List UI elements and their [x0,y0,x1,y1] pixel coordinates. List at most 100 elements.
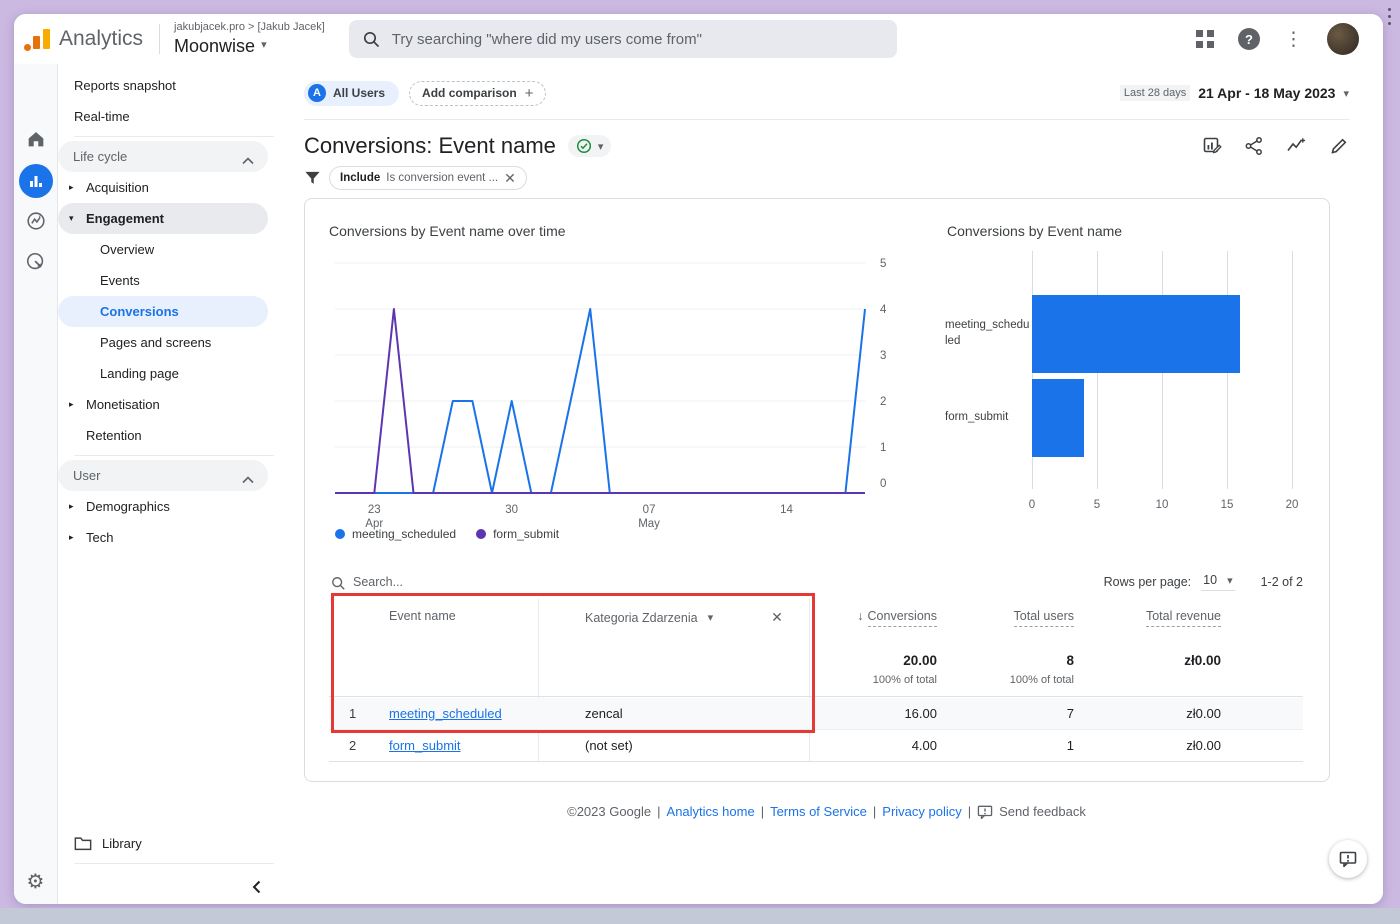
link-terms-of-service[interactable]: Terms of Service [770,804,867,819]
filter-funnel-icon [304,170,321,186]
bar-gridline [1292,251,1293,489]
event-name-link[interactable]: meeting_scheduled [389,706,502,721]
sidebar-item-tech[interactable]: ▸Tech [58,522,268,553]
svg-text:0: 0 [880,478,886,490]
remove-column-icon[interactable]: ✕ [771,609,783,626]
total-users-value: 7 [1067,706,1074,721]
line-chart-legend: meeting_scheduledform_submit [335,527,559,541]
edit-pencil-icon[interactable] [1329,136,1349,156]
check-circle-icon [576,138,592,154]
segment-chip-all-users[interactable]: A All Users [304,81,399,106]
search-input[interactable] [392,31,852,48]
expand-arrow-icon: ▸ [69,501,74,512]
insights-icon[interactable] [1286,136,1307,156]
sidebar-item-conversions-selected[interactable]: Conversions [58,296,268,327]
search-icon [363,31,380,48]
sidebar-item-real-time[interactable]: Real-time [58,101,268,132]
sidebar-item-reports-snapshot[interactable]: Reports snapshot [58,70,268,101]
column-header-category[interactable]: Kategoria Zdarzenia ▾ ✕ [585,609,783,626]
svg-text:23: 23 [368,504,381,516]
sidebar-item-engagement[interactable]: ▾Engagement [58,203,268,234]
svg-text:30: 30 [505,504,518,516]
chevron-down-icon: ▾ [1343,87,1349,100]
chevron-left-icon [251,880,262,894]
link-analytics-home[interactable]: Analytics home [667,804,755,819]
send-feedback-label[interactable]: Send feedback [999,804,1086,819]
sidebar-section-life-cycle[interactable]: Life cycle [58,141,268,172]
table-search-input[interactable] [353,575,583,589]
reports-icon-active[interactable] [19,164,53,198]
column-header-total-revenue[interactable]: Total revenue [1146,609,1221,623]
link-privacy-policy[interactable]: Privacy policy [882,804,961,819]
copyright: ©2023 Google [567,804,651,819]
sidebar-item-library[interactable]: Library [58,828,268,859]
sidebar-item-landing-page[interactable]: Landing page [58,358,268,389]
svg-text:14: 14 [780,504,793,516]
table-row[interactable]: 1 meeting_scheduled zencal 16.00 7 zł0.0… [329,698,1303,730]
sidebar-section-user[interactable]: User [58,460,268,491]
bar-axis-tick: 0 [1018,499,1046,511]
top-app-bar: Analytics jakubjacek.pro > [Jakub Jacek]… [14,14,1383,64]
conversions-bar-chart[interactable]: 05101520meeting_scheduledform_submit [945,251,1325,521]
rows-per-page-select[interactable]: 10 ▾ [1201,573,1234,591]
user-avatar[interactable] [1327,23,1359,55]
chevron-up-icon [242,153,254,168]
totals-users-pct: 100% of total [1010,674,1074,686]
explore-icon[interactable] [25,210,47,237]
bar-meeting_scheduled[interactable] [1032,295,1240,373]
page-footer: ©2023 Google | Analytics home | Terms of… [304,804,1349,819]
help-icon[interactable]: ? [1238,28,1260,50]
collapse-sidebar-button[interactable] [58,868,294,904]
plus-icon: + [525,85,534,102]
topbar-divider [159,24,160,54]
svg-text:May: May [638,518,660,530]
sidebar-item-acquisition[interactable]: ▸Acquisition [58,172,268,203]
google-apps-grid-icon[interactable] [1196,30,1214,48]
date-range-picker[interactable]: Last 28 days 21 Apr - 18 May 2023 ▾ [1120,85,1349,101]
header-divider [304,119,1349,120]
report-verified-badge[interactable]: ▾ [568,135,612,157]
totals-conversions-pct: 100% of total [873,674,937,686]
sidebar-item-monetisation[interactable]: ▸Monetisation [58,389,268,420]
home-icon[interactable] [25,128,47,155]
legend-dot-icon [335,529,345,539]
page-title: Conversions: Event name [304,133,556,159]
share-icon[interactable] [1244,136,1264,156]
window-scroll-dots [1388,8,1392,29]
analytics-logo-icon[interactable] [24,27,50,51]
totals-conversions: 20.00 [903,653,937,668]
analytics-logo-text[interactable]: Analytics [59,27,143,51]
global-search-bar[interactable] [349,20,897,58]
column-header-total-users[interactable]: Total users [1014,609,1074,623]
settings-gear-icon[interactable]: ⚙ [27,869,45,894]
sidebar-item-pages-and-screens[interactable]: Pages and screens [58,327,268,358]
sidebar-item-overview[interactable]: Overview [58,234,268,265]
chevron-down-icon: ▾ [261,39,267,53]
sidebar-item-events[interactable]: Events [58,265,268,296]
bar-axis-tick: 20 [1278,499,1306,511]
add-comparison-button[interactable]: Add comparison + [409,81,546,106]
feedback-fab[interactable] [1329,840,1367,878]
conversions-line-chart[interactable]: 01234523Apr3007May14 [335,251,905,551]
filter-chip-include-conversion[interactable]: Include Is conversion event ... ✕ [329,166,527,190]
column-header-event-name[interactable]: Event name [389,609,456,623]
row-index: 1 [349,706,356,721]
chevron-down-icon: ▾ [598,140,604,153]
svg-text:3: 3 [880,350,886,362]
event-name-link[interactable]: form_submit [389,738,461,753]
collapse-arrow-icon: ▾ [69,213,74,224]
report-card: Conversions by Event name over time 0123… [304,198,1330,782]
advertising-icon[interactable] [25,251,47,278]
account-property-switcher[interactable]: jakubjacek.pro > [Jakub Jacek] Moonwise▾ [174,21,325,57]
sidebar-item-retention[interactable]: Retention [58,420,268,451]
pagination-range: 1-2 of 2 [1261,575,1303,589]
customize-report-icon[interactable] [1202,136,1222,156]
table-row[interactable]: 2 form_submit (not set) 4.00 1 zł0.00 [329,730,1303,762]
sidebar-item-demographics[interactable]: ▸Demographics [58,491,268,522]
bar-form_submit[interactable] [1032,379,1084,457]
column-header-conversions[interactable]: ↓Conversions [857,609,937,623]
kebab-menu-icon[interactable]: ⋮ [1284,30,1303,49]
totals-users: 8 [1066,653,1074,668]
close-icon[interactable]: ✕ [504,170,516,187]
table-header-divider [329,696,1303,697]
